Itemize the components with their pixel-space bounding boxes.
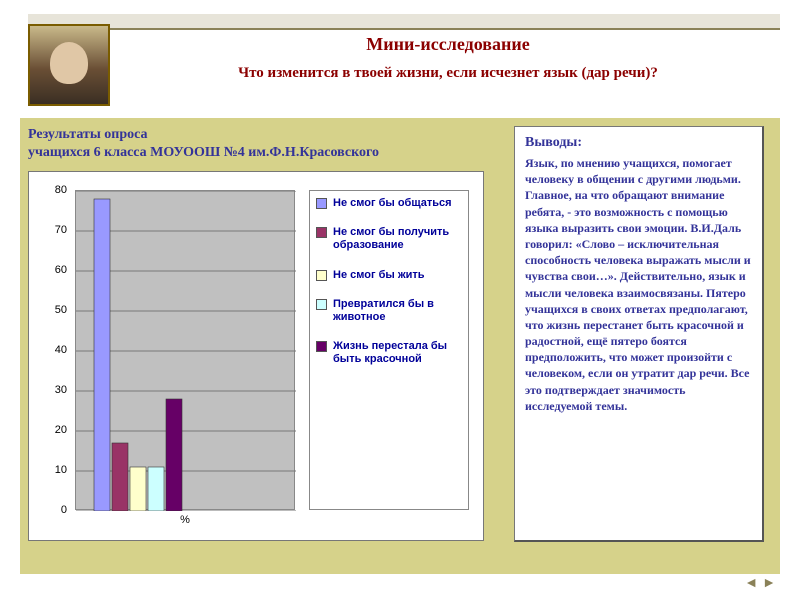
- bar: [130, 467, 146, 511]
- bar: [166, 399, 182, 511]
- x-axis-label: %: [75, 514, 295, 526]
- legend-swatch: [316, 227, 327, 238]
- student-photo: [28, 24, 110, 106]
- y-tick-label: 70: [37, 224, 67, 236]
- legend-label: Не смог бы получить образование: [333, 226, 462, 252]
- legend-item: Не смог бы общаться: [316, 197, 462, 210]
- chart-svg: [76, 191, 296, 511]
- y-tick-label: 80: [37, 184, 67, 196]
- next-icon[interactable]: ►: [762, 576, 776, 592]
- chart-plot-area: [75, 190, 295, 510]
- y-tick-label: 0: [37, 504, 67, 516]
- bar: [112, 443, 128, 511]
- top-divider: [28, 14, 780, 30]
- slide-title: Мини-исследование: [116, 34, 780, 55]
- conclusion-body: Язык, по мнению учащихся, помогает челов…: [525, 155, 752, 414]
- legend-label: Превратился бы в животное: [333, 298, 462, 324]
- prev-icon[interactable]: ◄: [744, 576, 758, 592]
- legend-item: Не смог бы получить образование: [316, 226, 462, 252]
- y-tick-label: 10: [37, 464, 67, 476]
- legend-swatch: [316, 198, 327, 209]
- legend-item: Не смог бы жить: [316, 269, 462, 282]
- conclusion-box: Выводы: Язык, по мнению учащихся, помога…: [514, 126, 764, 542]
- bar: [148, 467, 164, 511]
- y-tick-label: 20: [37, 424, 67, 436]
- chart-container: % Не смог бы общаться Не смог бы получить…: [28, 171, 484, 541]
- y-tick-label: 30: [37, 384, 67, 396]
- y-tick-label: 40: [37, 344, 67, 356]
- conclusion-title: Выводы:: [525, 135, 752, 151]
- legend-swatch: [316, 270, 327, 281]
- legend-label: Жизнь перестала бы быть красочной: [333, 340, 462, 366]
- chart-legend: Не смог бы общаться Не смог бы получить о…: [309, 190, 469, 510]
- bar: [94, 199, 110, 511]
- legend-label: Не смог бы жить: [333, 269, 425, 282]
- slide-subtitle: Что изменится в твоей жизни, если исчезн…: [116, 65, 780, 82]
- survey-heading-line1: Результаты опроса: [28, 127, 148, 142]
- y-tick-label: 60: [37, 264, 67, 276]
- legend-swatch: [316, 341, 327, 352]
- legend-item: Превратился бы в животное: [316, 298, 462, 324]
- legend-label: Не смог бы общаться: [333, 197, 452, 210]
- survey-heading-line2: учащихся 6 класса МОУООШ №4 им.Ф.Н.Красо…: [28, 145, 379, 160]
- left-column: Результаты опроса учащихся 6 класса МОУО…: [28, 126, 498, 541]
- header: Мини-исследование Что изменится в твоей …: [116, 34, 780, 82]
- legend-item: Жизнь перестала бы быть красочной: [316, 340, 462, 366]
- legend-swatch: [316, 299, 327, 310]
- nav-arrows: ◄ ►: [744, 576, 776, 592]
- survey-heading: Результаты опроса учащихся 6 класса МОУО…: [28, 126, 498, 161]
- y-tick-label: 50: [37, 304, 67, 316]
